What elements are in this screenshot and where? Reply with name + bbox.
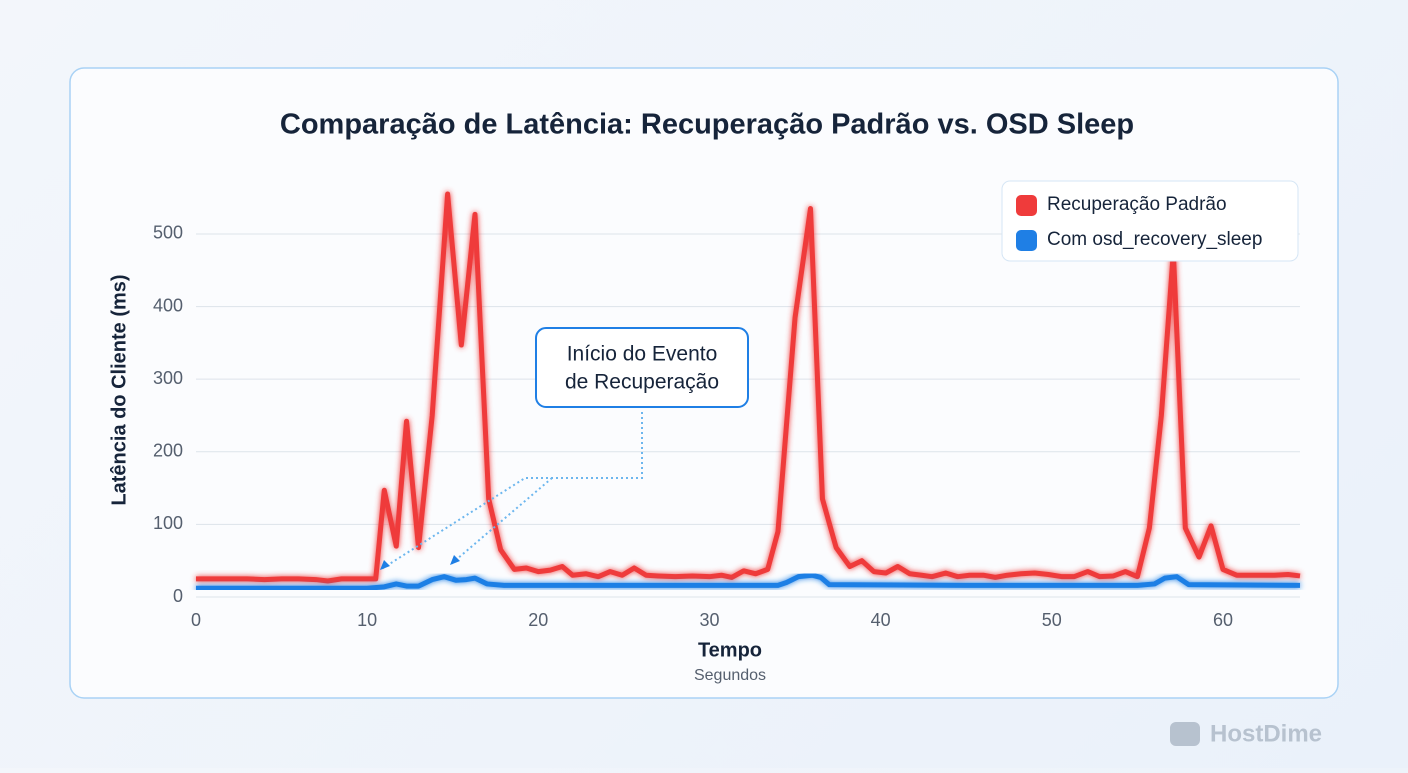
legend-box <box>1001 180 1299 262</box>
y-tick-label: 500 <box>153 223 183 243</box>
annotation-arrow <box>449 477 553 566</box>
y-axis-label: Latência do Cliente (ms) <box>108 274 130 505</box>
x-tick-label: 20 <box>528 610 548 630</box>
legend: Recuperação Padrão Com osd_recovery_sleep <box>1001 180 1299 262</box>
x-tick-label: 30 <box>699 610 719 630</box>
watermark-logo <box>1170 722 1200 746</box>
x-tick-label: 60 <box>1213 610 1233 630</box>
x-axis-sublabel: Segundos <box>694 667 766 684</box>
y-tick-label: 200 <box>153 441 183 461</box>
annotation-text: Início do Evento <box>567 343 718 366</box>
chart-title: Comparação de Latência: Recuperação Padr… <box>280 109 1134 141</box>
x-tick-label: 50 <box>1042 610 1062 630</box>
y-tick-label: 100 <box>153 513 183 533</box>
legend-swatch <box>1016 195 1037 216</box>
series-line <box>196 572 1301 591</box>
y-tick-label: 400 <box>153 295 183 315</box>
watermark: HostDime <box>1210 720 1322 747</box>
legend-label: Com osd_recovery_sleep <box>1047 229 1262 250</box>
x-tick-label: 0 <box>191 610 201 630</box>
lines <box>196 191 1301 591</box>
x-axis-label: Tempo <box>698 639 762 661</box>
series-line <box>196 191 1301 584</box>
x-tick-label: 10 <box>357 610 377 630</box>
legend-label: Recuperação Padrão <box>1047 194 1227 215</box>
y-tick-label: 0 <box>173 586 183 606</box>
annotation-box <box>535 327 749 408</box>
annotation-text: de Recuperação <box>565 371 719 394</box>
legend-swatch <box>1016 230 1037 251</box>
y-tick-label: 300 <box>153 368 183 388</box>
x-tick-label: 40 <box>871 610 891 630</box>
